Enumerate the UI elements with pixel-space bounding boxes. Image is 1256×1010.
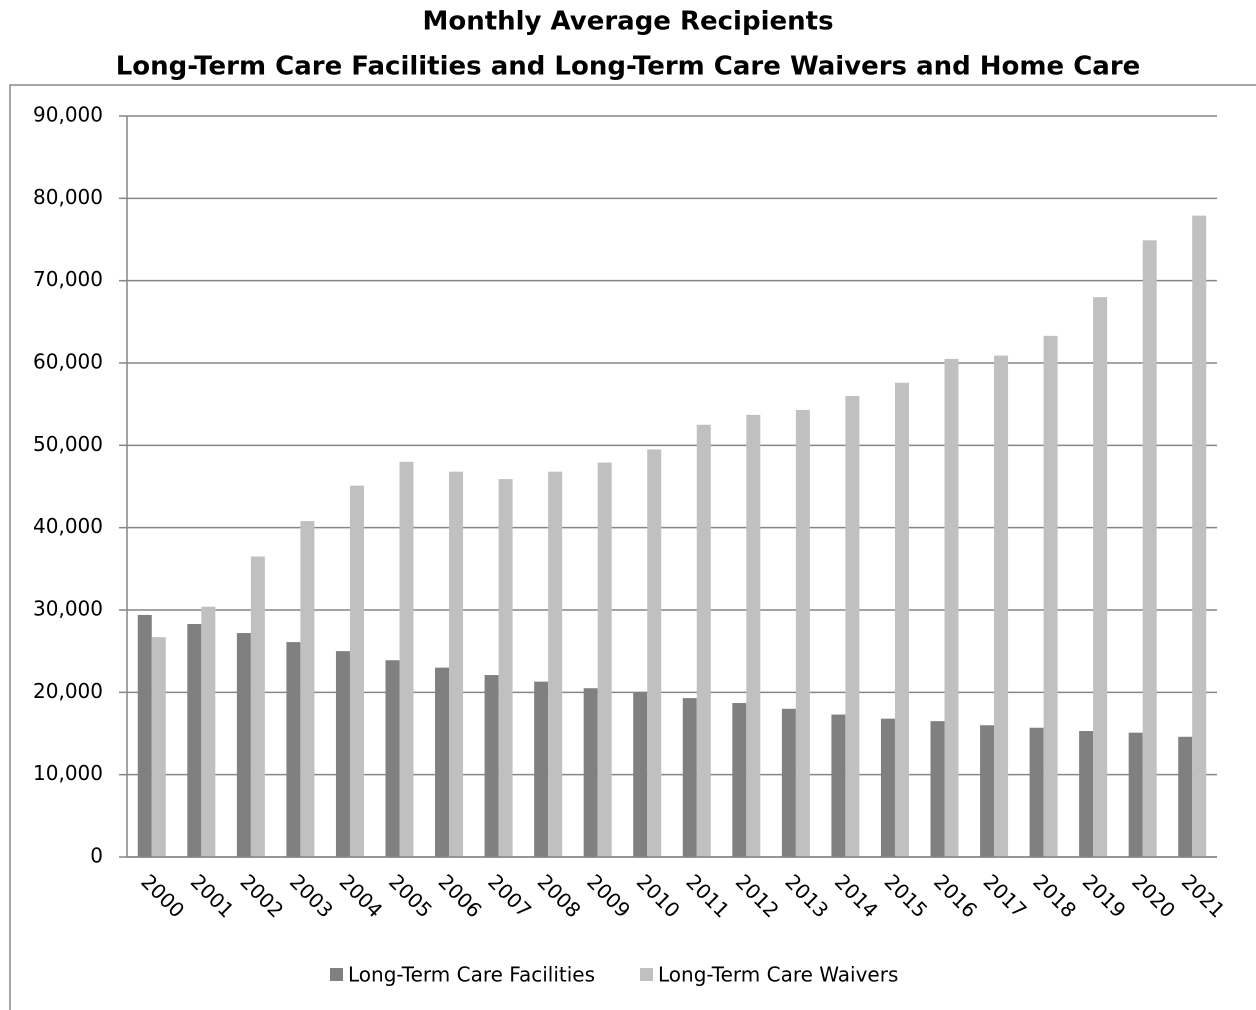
x-tick-label: 2011 bbox=[681, 869, 734, 922]
y-tick-label: 90,000 bbox=[33, 103, 103, 127]
bar bbox=[286, 642, 301, 857]
bar bbox=[930, 721, 945, 857]
legend-label: Long-Term Care Facilities bbox=[348, 963, 595, 987]
x-tick-label: 2010 bbox=[632, 869, 685, 922]
x-tick-label: 2018 bbox=[1028, 869, 1081, 922]
chart-border bbox=[9, 84, 1256, 1010]
bar bbox=[137, 614, 152, 857]
x-tick-label: 2005 bbox=[384, 869, 437, 922]
legend-swatch bbox=[330, 968, 343, 981]
y-tick-label: 80,000 bbox=[33, 185, 103, 209]
bar bbox=[300, 521, 315, 857]
x-tick-label: 2007 bbox=[483, 869, 536, 922]
bar bbox=[831, 714, 846, 857]
legend-label: Long-Term Care Waivers bbox=[658, 963, 898, 987]
bar bbox=[435, 667, 450, 857]
bar bbox=[1029, 727, 1044, 857]
bar bbox=[1079, 731, 1094, 857]
bar bbox=[1178, 736, 1193, 857]
bar bbox=[201, 606, 216, 857]
x-tick-label: 2016 bbox=[929, 869, 982, 922]
x-tick-label: 2006 bbox=[434, 869, 487, 922]
x-tick-label: 2004 bbox=[335, 869, 388, 922]
y-tick-label: 30,000 bbox=[33, 597, 103, 621]
y-tick-label: 10,000 bbox=[33, 761, 103, 785]
bar bbox=[349, 485, 364, 857]
bar bbox=[151, 637, 166, 857]
x-tick-label: 2009 bbox=[582, 869, 635, 922]
x-tick-label: 2015 bbox=[880, 869, 933, 922]
bar bbox=[746, 414, 761, 857]
bar bbox=[597, 462, 612, 857]
bar bbox=[1093, 297, 1108, 858]
bar bbox=[1142, 240, 1157, 857]
bar bbox=[633, 692, 648, 857]
bar bbox=[880, 718, 895, 857]
bar bbox=[449, 471, 464, 857]
x-tick-label: 2000 bbox=[136, 869, 189, 922]
bar bbox=[1128, 732, 1143, 857]
bar bbox=[534, 681, 549, 857]
y-tick-label: 40,000 bbox=[33, 514, 103, 538]
x-tick-label: 2003 bbox=[285, 869, 338, 922]
bar bbox=[484, 675, 499, 857]
x-tick-label: 2013 bbox=[780, 869, 833, 922]
y-tick-label: 70,000 bbox=[33, 267, 103, 291]
x-tick-label: 2014 bbox=[830, 869, 883, 922]
bar bbox=[781, 708, 796, 857]
bar bbox=[845, 395, 860, 857]
y-tick-label: 60,000 bbox=[33, 350, 103, 374]
x-tick-label: 2001 bbox=[186, 869, 239, 922]
x-tick-label: 2021 bbox=[1177, 869, 1230, 922]
x-tick-label: 2012 bbox=[731, 869, 784, 922]
legend-swatch bbox=[640, 968, 653, 981]
x-tick-label: 2002 bbox=[235, 869, 288, 922]
bar bbox=[1192, 215, 1207, 857]
bar bbox=[894, 382, 909, 857]
x-tick-label: 2020 bbox=[1127, 869, 1180, 922]
bar bbox=[994, 355, 1009, 857]
bar bbox=[385, 660, 400, 857]
x-tick-label: 2019 bbox=[1078, 869, 1131, 922]
bar bbox=[236, 633, 251, 857]
bar bbox=[335, 651, 350, 857]
bar bbox=[399, 461, 414, 857]
bar bbox=[795, 409, 810, 857]
chart-subtitle: Long-Term Care Facilities and Long-Term … bbox=[116, 52, 1141, 82]
bar bbox=[732, 703, 747, 857]
y-tick-label: 20,000 bbox=[33, 679, 103, 703]
bar bbox=[944, 358, 959, 857]
bar bbox=[980, 725, 995, 857]
x-tick-label: 2008 bbox=[533, 869, 586, 922]
bar bbox=[1043, 335, 1058, 858]
bar bbox=[187, 623, 202, 857]
bar bbox=[647, 449, 662, 857]
bar bbox=[498, 479, 513, 857]
chart-title: Monthly Average Recipients bbox=[422, 7, 833, 37]
y-tick-label: 0 bbox=[90, 844, 103, 868]
bar bbox=[583, 688, 598, 857]
bar bbox=[548, 471, 563, 857]
x-tick-label: 2017 bbox=[979, 869, 1032, 922]
bar bbox=[250, 556, 265, 857]
bar bbox=[682, 698, 697, 857]
y-tick-label: 50,000 bbox=[33, 432, 103, 456]
bar bbox=[696, 424, 711, 857]
